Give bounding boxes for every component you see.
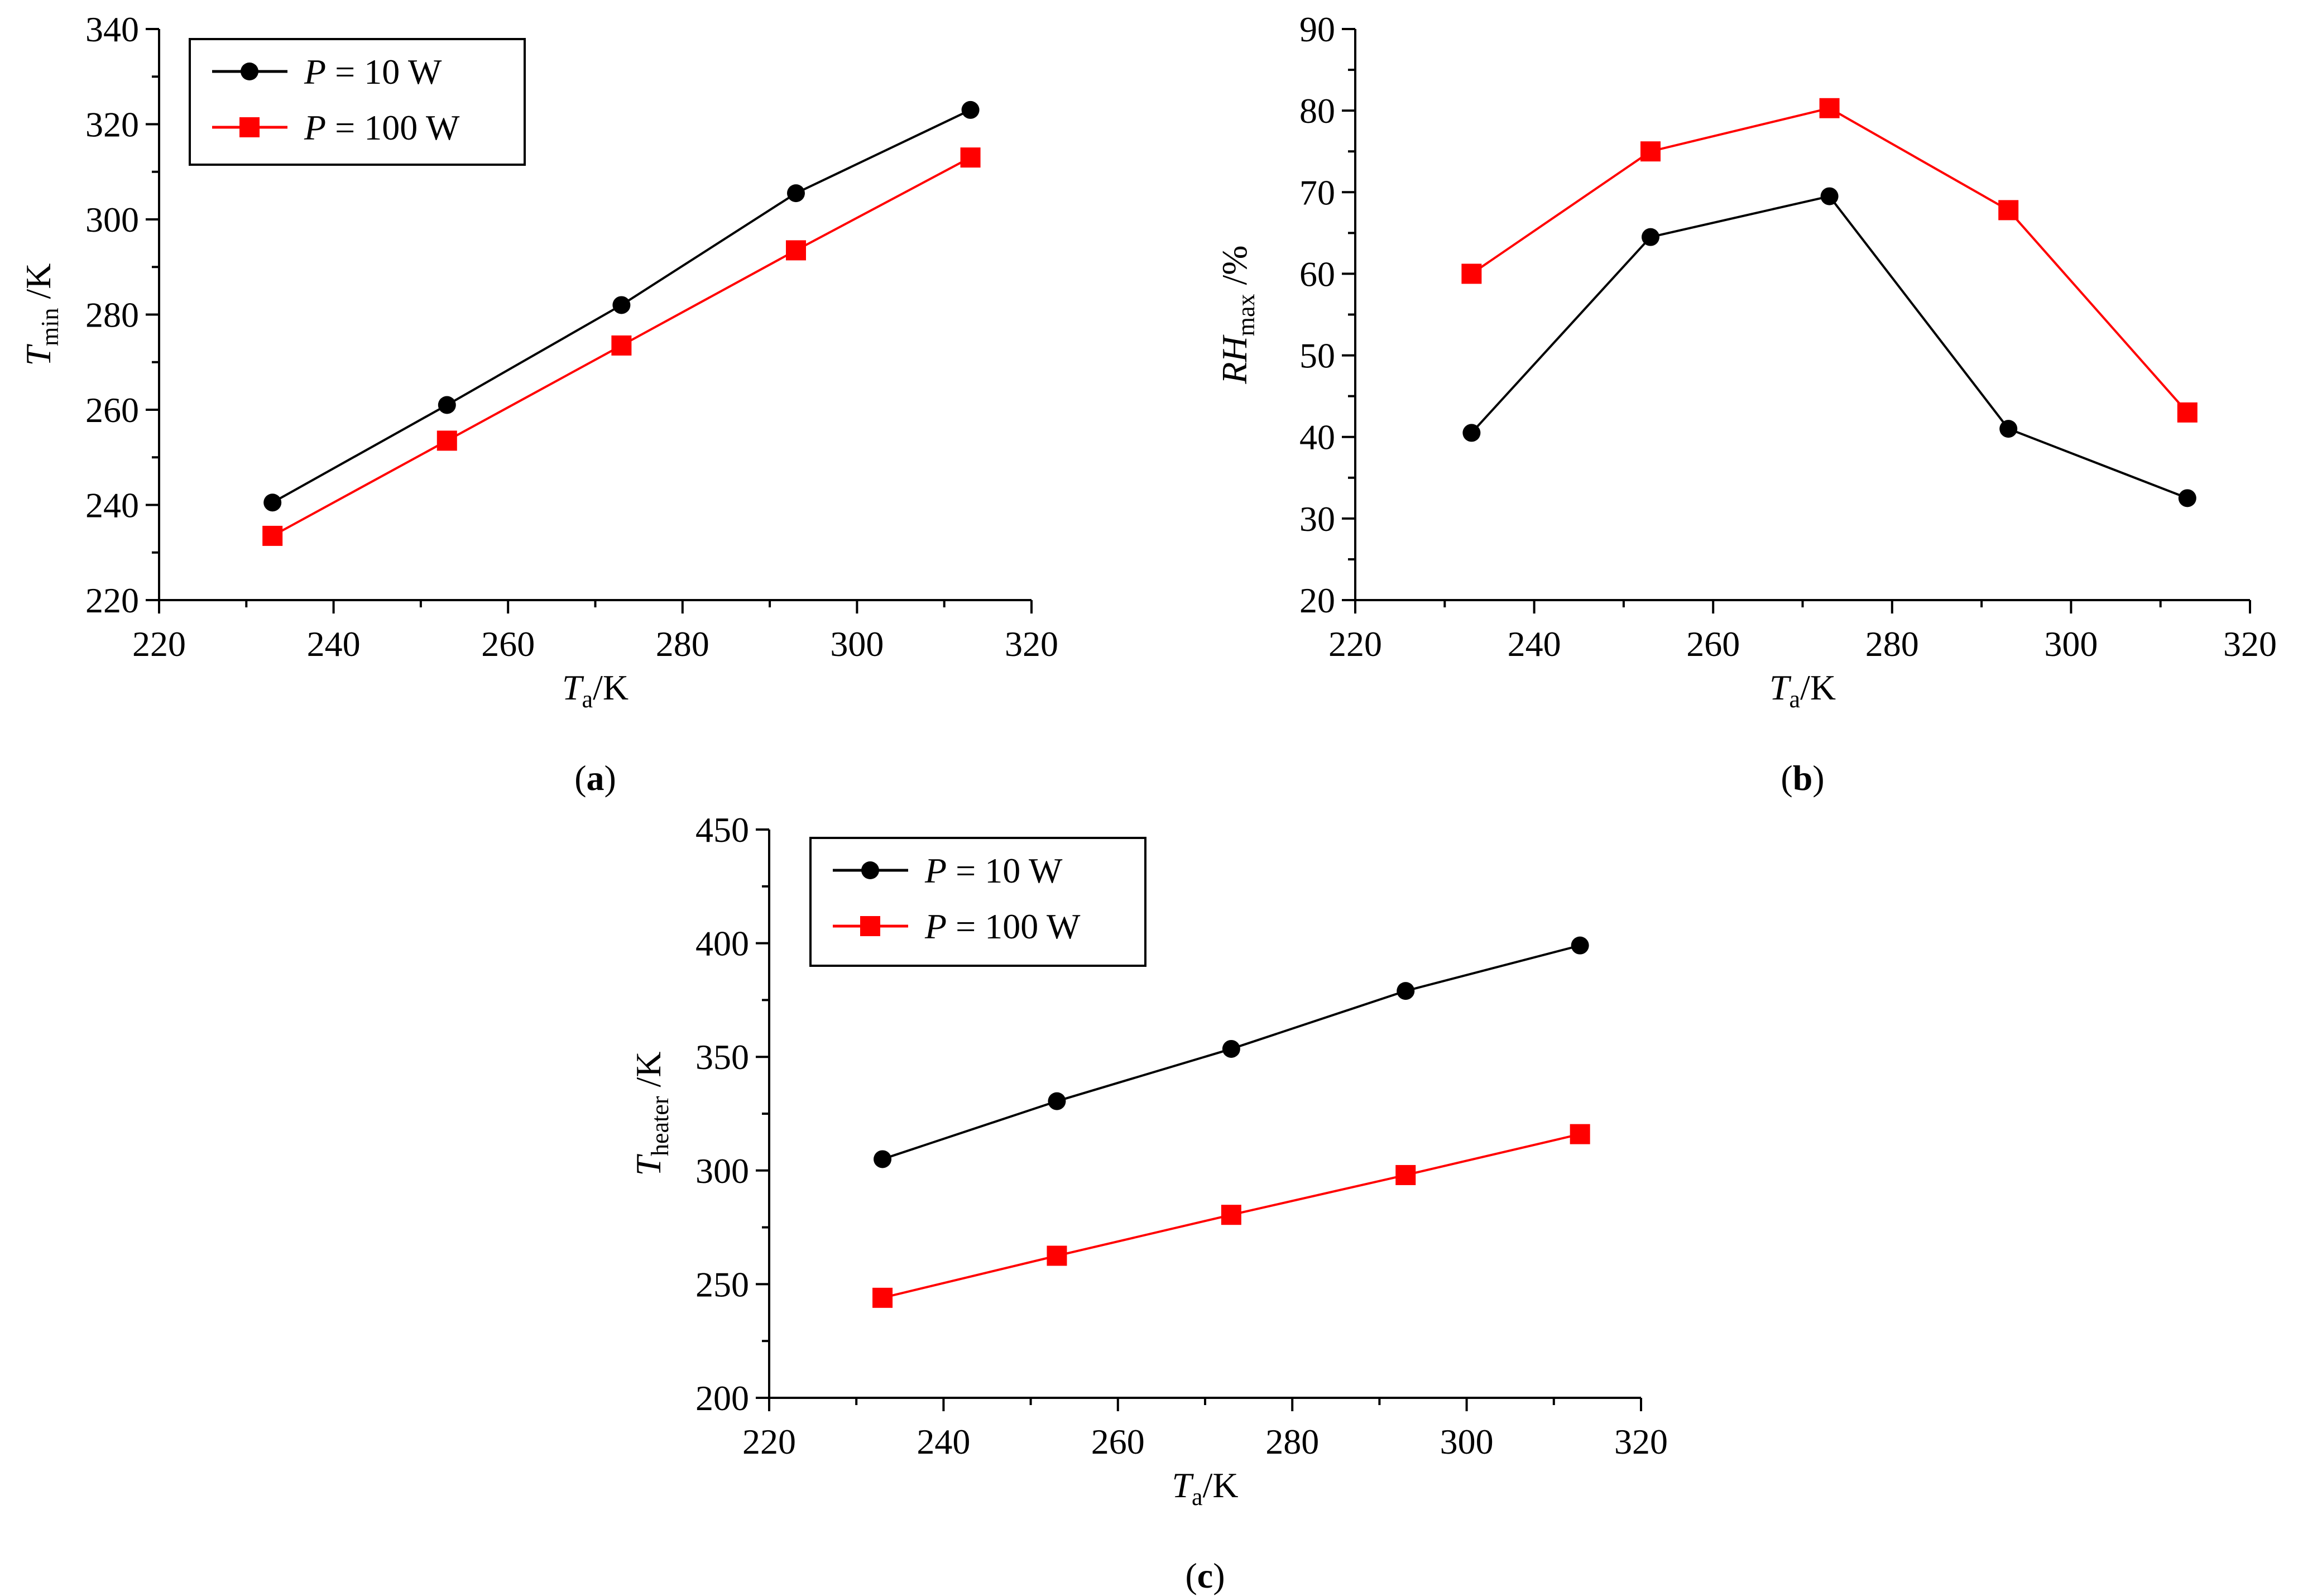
x-tick-label: 320 bbox=[1614, 1422, 1668, 1461]
y-tick-label: 40 bbox=[1299, 418, 1335, 457]
data-point bbox=[2178, 489, 2196, 507]
data-point bbox=[1221, 1205, 1241, 1225]
x-tick-label: 220 bbox=[742, 1422, 796, 1461]
y-tick-label: 300 bbox=[85, 200, 139, 239]
x-axis-title: Ta/K bbox=[1172, 1465, 1238, 1511]
data-point bbox=[1571, 936, 1589, 955]
x-tick-label: 260 bbox=[1091, 1422, 1145, 1461]
x-tick-label: 260 bbox=[481, 624, 535, 664]
data-point bbox=[1999, 420, 2018, 438]
y-tick-label: 300 bbox=[695, 1151, 749, 1191]
data-point bbox=[263, 493, 282, 512]
x-tick-label: 300 bbox=[830, 624, 884, 664]
y-tick-label: 220 bbox=[85, 581, 139, 620]
data-point bbox=[1998, 200, 2019, 221]
data-point bbox=[1048, 1092, 1066, 1110]
y-tick-label: 320 bbox=[85, 105, 139, 145]
x-axis-title: Ta/K bbox=[1769, 668, 1836, 713]
y-tick-label: 260 bbox=[85, 390, 139, 430]
data-point bbox=[612, 296, 631, 314]
data-point bbox=[1462, 424, 1481, 442]
legend-label: P = 10 W bbox=[304, 52, 442, 92]
data-point bbox=[436, 430, 457, 451]
data-point bbox=[438, 396, 456, 414]
x-tick-label: 280 bbox=[656, 624, 709, 664]
legend-marker bbox=[241, 63, 258, 80]
y-tick-label: 350 bbox=[695, 1037, 749, 1077]
data-point bbox=[611, 335, 632, 356]
x-axis-title: Ta/K bbox=[562, 668, 629, 713]
data-point bbox=[960, 147, 981, 168]
y-axis-title: Tmin /K bbox=[18, 263, 64, 366]
chart-b: 220 240 260 280 300 320 20 30 40 50 60 70 80 90 Ta/K RH… bbox=[1215, 9, 2277, 798]
y-tick-label: 80 bbox=[1299, 91, 1335, 131]
y-tick-label: 70 bbox=[1299, 172, 1335, 212]
legend-marker bbox=[861, 861, 879, 879]
panel-label: (c) bbox=[1185, 1556, 1225, 1595]
data-point bbox=[262, 525, 283, 546]
y-tick-label: 450 bbox=[695, 810, 749, 850]
data-point bbox=[1222, 1039, 1240, 1058]
panel-label: (b) bbox=[1781, 758, 1824, 798]
x-tick-label: 240 bbox=[1508, 624, 1561, 664]
y-tick-label: 280 bbox=[85, 295, 139, 335]
y-tick-label: 60 bbox=[1299, 254, 1335, 294]
y-tick-label: 50 bbox=[1299, 336, 1335, 376]
data-point bbox=[1640, 141, 1661, 162]
legend-box bbox=[809, 837, 1146, 967]
series-line-1 bbox=[1470, 195, 2188, 500]
legend-label: P = 10 W bbox=[924, 851, 1063, 890]
series-line-2 bbox=[1471, 107, 2189, 414]
data-point bbox=[1641, 228, 1659, 246]
y-tick-label: 240 bbox=[85, 486, 139, 525]
y-tick-label: 340 bbox=[85, 9, 139, 49]
x-tick-label: 280 bbox=[1265, 1422, 1319, 1461]
x-tick-label: 320 bbox=[1005, 624, 1058, 664]
x-tick-label: 260 bbox=[1686, 624, 1740, 664]
x-tick-label: 220 bbox=[132, 624, 186, 664]
chart-c: 220 240 260 280 300 320 200 250 300 350 400 450 Ta/K… bbox=[629, 810, 1668, 1595]
y-tick-label: 200 bbox=[695, 1378, 749, 1418]
legend-box bbox=[189, 38, 526, 166]
legend-marker bbox=[860, 916, 880, 936]
y-tick-label: 400 bbox=[695, 924, 749, 964]
data-point bbox=[874, 1150, 892, 1168]
data-point bbox=[1461, 263, 1482, 284]
x-tick-label: 300 bbox=[2044, 624, 2098, 664]
legend: P = 10 W P = 100 W bbox=[189, 38, 526, 166]
y-axis-title: Theater /K bbox=[629, 1051, 674, 1176]
data-point bbox=[872, 1287, 893, 1308]
x-tick-label: 240 bbox=[917, 1422, 970, 1461]
x-tick-label: 320 bbox=[2223, 624, 2277, 664]
panel-label: (a) bbox=[574, 758, 616, 798]
data-point bbox=[785, 240, 806, 261]
data-point bbox=[961, 100, 980, 119]
y-tick-label: 20 bbox=[1299, 581, 1335, 620]
x-tick-label: 240 bbox=[307, 624, 361, 664]
x-tick-label: 280 bbox=[1865, 624, 1919, 664]
y-tick-label: 90 bbox=[1299, 9, 1335, 49]
legend-label: P = 100 W bbox=[304, 108, 460, 147]
legend: P = 10 W P = 100 W bbox=[809, 837, 1146, 967]
data-point bbox=[1820, 187, 1839, 205]
data-point bbox=[786, 184, 805, 203]
x-tick-label: 300 bbox=[1440, 1422, 1494, 1461]
y-tick-label: 250 bbox=[695, 1264, 749, 1304]
chart-a: 220 240 260 280 300 320 220 240 260 280 300 320 340 T… bbox=[18, 9, 1058, 798]
legend-marker bbox=[239, 117, 260, 137]
y-tick-label: 30 bbox=[1299, 499, 1335, 539]
data-point bbox=[1819, 98, 1840, 118]
x-tick-label: 220 bbox=[1328, 624, 1382, 664]
data-point bbox=[2177, 402, 2198, 423]
data-point bbox=[1047, 1245, 1067, 1266]
y-axis-title: RHmax /% bbox=[1215, 245, 1260, 384]
legend-label: P = 100 W bbox=[924, 907, 1081, 946]
data-point bbox=[1397, 982, 1415, 1000]
data-point bbox=[1395, 1164, 1416, 1185]
data-point bbox=[1570, 1124, 1590, 1144]
